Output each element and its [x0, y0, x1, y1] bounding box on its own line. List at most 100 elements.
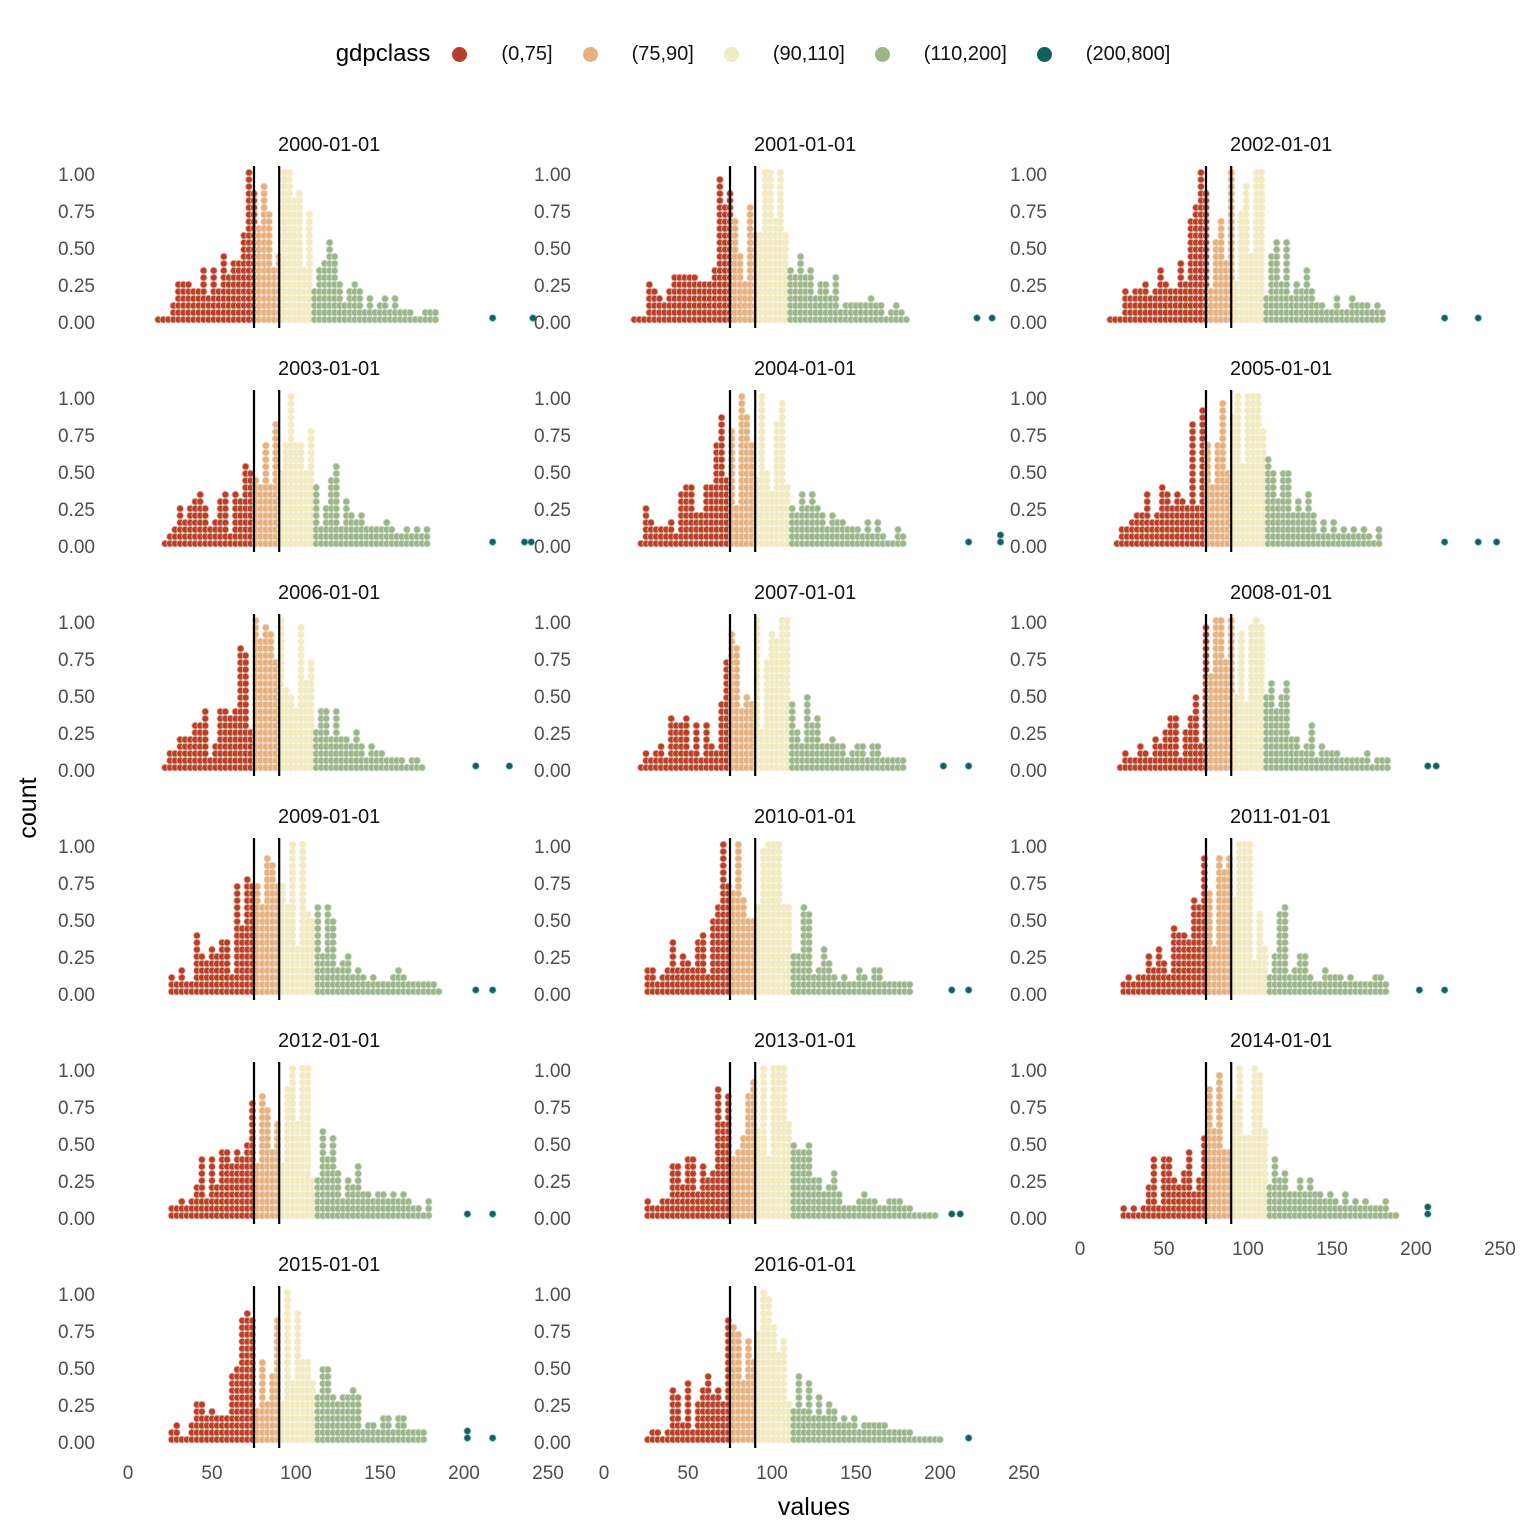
data-dot [717, 441, 726, 450]
data-dot [178, 966, 186, 975]
data-dot [1237, 693, 1246, 702]
data-dot [312, 497, 321, 506]
y-tick-label: 1.00 [1010, 165, 1047, 186]
data-dot [1363, 756, 1372, 765]
data-dot [716, 175, 724, 184]
data-dot [305, 252, 314, 261]
data-dot [1217, 616, 1225, 625]
data-dot-extreme [964, 986, 973, 994]
data-dot [818, 511, 827, 520]
data-dot [307, 672, 315, 681]
data-dot [1237, 651, 1246, 660]
data-dot [1234, 441, 1242, 450]
data-dot [796, 252, 805, 261]
data-dot [297, 637, 305, 646]
data-dot [297, 644, 305, 653]
y-tick-label: 0.25 [1010, 276, 1047, 297]
data-dot [261, 476, 270, 485]
data-dot [332, 462, 341, 471]
data-dot [737, 392, 746, 401]
data-dot [344, 966, 352, 975]
data-dot [1172, 735, 1180, 744]
y-tick-label: 0.50 [534, 911, 571, 932]
data-dot [758, 441, 766, 450]
facet-title: 2007-01-01 [754, 582, 856, 604]
data-dot [892, 301, 901, 310]
data-dot [1160, 959, 1168, 968]
data-dot [261, 455, 270, 464]
data-dot [1177, 259, 1185, 268]
data-dot [355, 301, 364, 310]
data-dot [1256, 924, 1264, 933]
data-dot [863, 525, 872, 534]
data-dot [268, 875, 277, 884]
data-dot [766, 196, 775, 205]
data-dot [1282, 238, 1291, 247]
data-dot [778, 434, 786, 443]
data-dot [298, 903, 307, 912]
y-tick-label: 0.75 [1010, 426, 1047, 447]
data-dot [298, 847, 307, 856]
data-dot [731, 238, 739, 247]
data-dot [303, 910, 312, 919]
data-dot [221, 525, 230, 534]
data-dot [1284, 490, 1293, 499]
data-dot [805, 910, 813, 919]
data-dot [287, 392, 295, 401]
data-dot [732, 644, 741, 653]
data-dot [1151, 735, 1160, 744]
data-dot [1242, 210, 1251, 219]
data-dot [1242, 238, 1251, 247]
y-tick-label: 0.50 [534, 463, 571, 484]
data-dot [1219, 413, 1227, 422]
data-dot [1256, 931, 1264, 940]
data-dot [687, 504, 696, 513]
data-dot [1259, 441, 1267, 450]
data-dot [1282, 721, 1291, 730]
data-dot [1141, 280, 1150, 289]
data-dot [731, 245, 739, 254]
data-dot [297, 462, 305, 471]
data-dot [758, 420, 766, 429]
data-dot [783, 490, 791, 499]
y-tick-label: 0.75 [1010, 202, 1047, 223]
data-dot [298, 889, 307, 898]
data-dot [1264, 462, 1272, 471]
data-dot [739, 903, 748, 912]
data-dot [682, 714, 691, 723]
data-dot [297, 630, 305, 639]
data-dot [732, 679, 741, 688]
data-dot [434, 987, 443, 996]
data-dot [1282, 714, 1291, 723]
y-tick-label: 0.00 [58, 537, 95, 558]
data-dot [1257, 210, 1266, 219]
data-dot [1155, 945, 1163, 954]
data-dot [1257, 182, 1266, 191]
data-dot [313, 945, 322, 954]
y-tick-label: 1.00 [534, 613, 571, 634]
data-dot [381, 294, 389, 303]
data-dot [687, 490, 696, 499]
data-dot [840, 973, 848, 982]
data-dot [1304, 504, 1313, 513]
data-dot [1256, 938, 1264, 947]
data-dot [1282, 679, 1291, 688]
data-dot [1252, 616, 1261, 625]
data-dot [233, 903, 242, 912]
data-dot [1318, 301, 1326, 310]
data-dot [1373, 301, 1382, 310]
y-tick-label: 0.50 [58, 463, 95, 484]
data-dot [831, 294, 840, 303]
data-dot [786, 266, 795, 275]
data-dot [875, 973, 884, 982]
data-dot [1136, 742, 1145, 751]
data-dot [778, 469, 786, 478]
data-dot [1318, 742, 1326, 751]
data-dot [766, 175, 775, 184]
data-dot [295, 203, 304, 212]
data-dot [783, 497, 791, 506]
data-dot [1257, 189, 1266, 198]
data-dot [1124, 973, 1133, 982]
data-dot [894, 525, 902, 534]
data-dot [1363, 749, 1372, 758]
